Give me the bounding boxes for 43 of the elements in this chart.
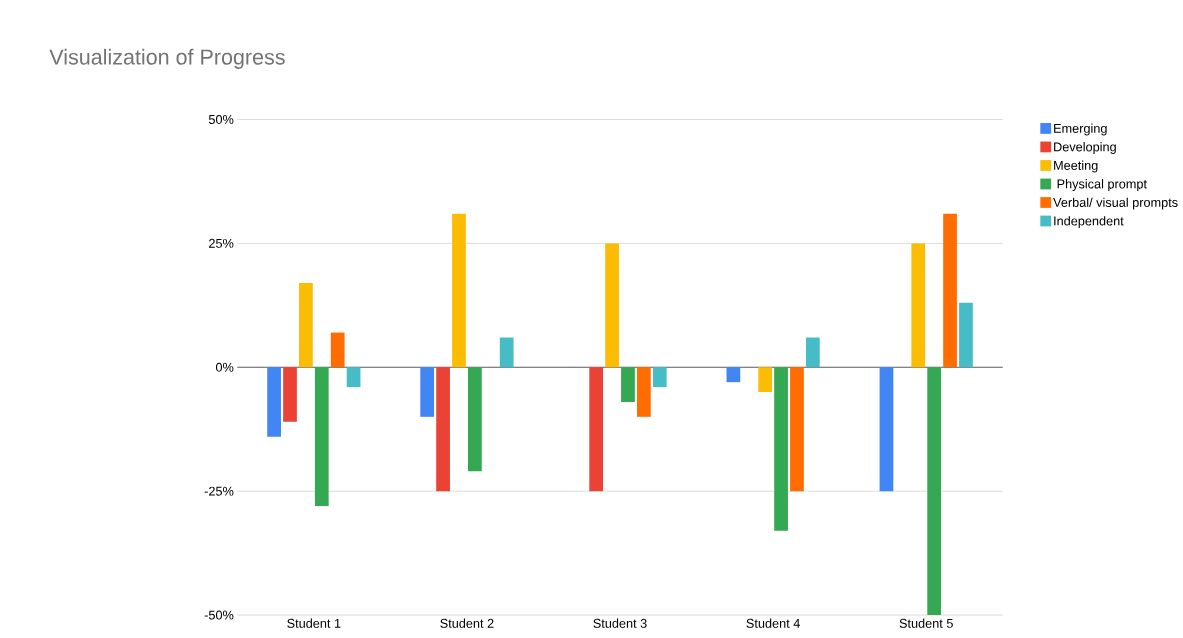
bar [805,337,820,368]
legend-label: Verbal/ visual prompts [1053,197,1178,210]
bar [346,367,361,388]
x-tick-label: Student 5 [899,618,953,628]
bar [652,367,667,388]
bar [959,302,973,368]
bar [911,243,926,368]
bar [637,367,651,417]
bar [468,367,482,472]
bar [758,367,773,393]
y-tick-label: 0% [215,362,234,372]
legend-label: Independent [1054,216,1124,229]
bar [879,367,894,492]
chart-title: Visualization of Progress [49,48,285,69]
legend-label: Meeting [1054,160,1098,173]
bar [314,367,329,507]
x-tick-label: Student 2 [440,618,494,628]
bar [605,243,619,368]
bar [267,367,281,437]
bar [499,337,514,368]
legend-label: Developing [1054,142,1116,155]
bar [790,367,804,492]
bar [726,367,741,383]
legend-label: Emerging [1054,123,1107,136]
bar [436,367,450,492]
bar [299,283,313,368]
bar [774,367,788,531]
bar [283,367,297,422]
x-tick-label: Student 1 [287,618,341,628]
bar [927,367,942,616]
bar [589,367,604,492]
legend-label: Physical prompt [1057,179,1147,192]
y-tick-label: 50% [208,115,234,125]
bar [420,367,435,417]
bar [452,213,466,368]
y-tick-label: 25% [209,238,234,248]
bar [943,213,957,368]
x-tick-label: Student 4 [746,618,800,628]
y-tick-label: -25% [204,486,234,496]
y-tick-label: -50% [204,610,234,620]
bar [330,332,345,368]
x-tick-label: Student 3 [593,618,647,628]
bar [621,367,635,403]
